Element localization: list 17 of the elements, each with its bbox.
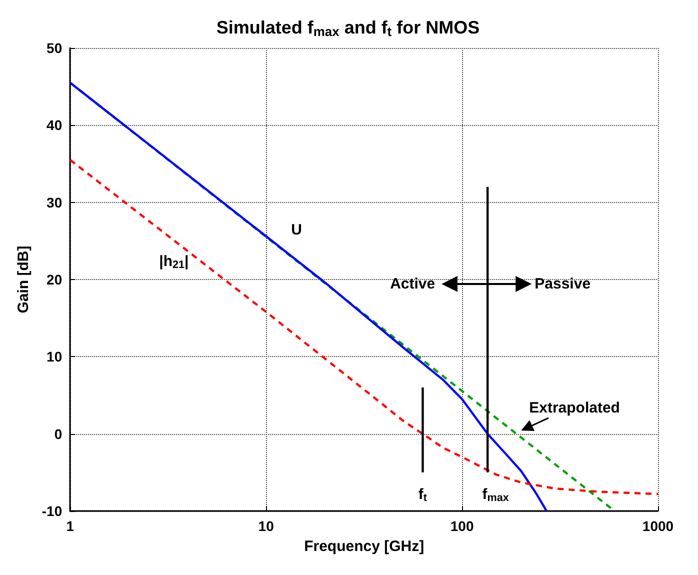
x-axis-title: Frequency [GHz] xyxy=(304,538,424,555)
series-label: U xyxy=(291,221,302,238)
series-label: Extrapolated xyxy=(529,399,620,416)
y-tick-label: 20 xyxy=(46,272,62,288)
x-tick-label: 10 xyxy=(258,518,274,534)
y-tick-label: 40 xyxy=(46,117,62,134)
y-tick-label: 0 xyxy=(54,426,62,442)
y-axis-title: Gain [dB] xyxy=(15,246,32,314)
x-tick-label: 1 xyxy=(66,518,74,534)
y-tick-label: 10 xyxy=(46,348,62,365)
x-tick-label: 100 xyxy=(450,518,474,534)
y-tick-label: -10 xyxy=(42,503,62,519)
annotation: Passive xyxy=(534,275,591,292)
y-tick-label: 30 xyxy=(46,194,62,210)
x-tick-label: 1000 xyxy=(642,518,674,534)
y-tick-label: 50 xyxy=(46,40,62,56)
annotation: Active xyxy=(390,275,436,292)
